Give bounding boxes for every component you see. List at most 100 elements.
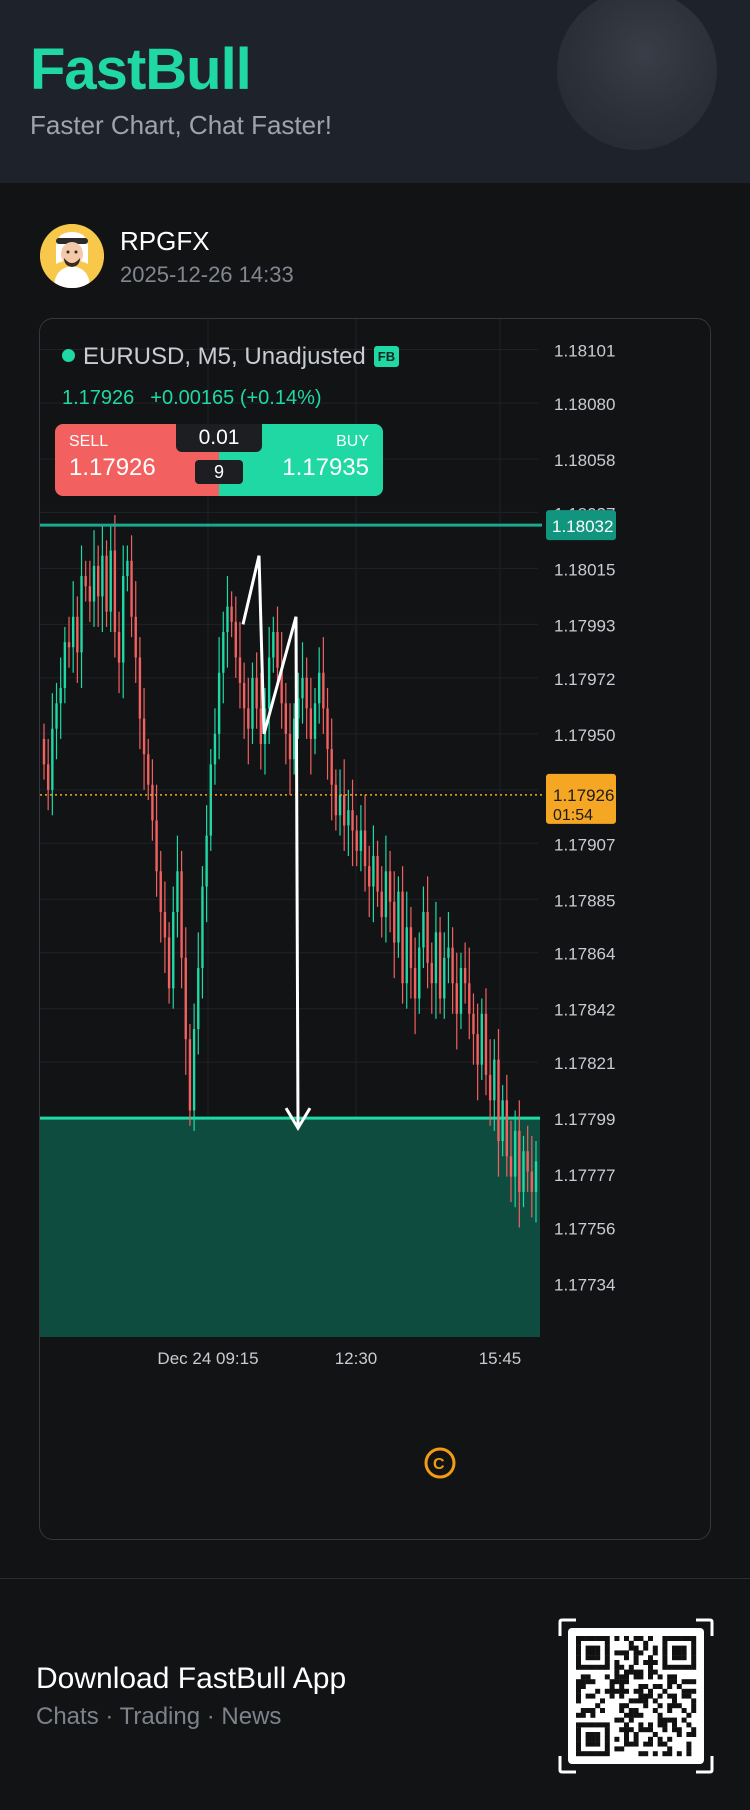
y-tick-label-10: 1.17885 (554, 891, 615, 910)
candle-body (42, 738, 46, 765)
qr-module (595, 1664, 601, 1670)
candle (55, 682, 58, 760)
candle (317, 647, 321, 724)
candle-body (184, 957, 187, 1040)
qr-module (691, 1698, 697, 1704)
avatar[interactable] (40, 224, 104, 288)
qr-module (652, 1698, 658, 1704)
qr-module (604, 1688, 610, 1694)
qr-module (643, 1727, 649, 1733)
candle (238, 621, 242, 709)
username[interactable]: RPGFX (120, 226, 210, 256)
qr-module (667, 1736, 673, 1742)
candle (330, 718, 333, 821)
qr-code[interactable] (558, 1618, 714, 1774)
qr-module (638, 1674, 644, 1680)
fb-badge: FB (373, 346, 400, 367)
candle-body (247, 708, 250, 729)
candle (71, 581, 75, 673)
download-title[interactable]: Download FastBull App (36, 1662, 347, 1695)
candle (188, 1023, 192, 1126)
candle (222, 611, 225, 704)
candle (359, 805, 363, 872)
candle-body (513, 1130, 517, 1177)
qr-module (595, 1732, 601, 1737)
qr-module (580, 1674, 586, 1680)
qr-module (638, 1751, 644, 1757)
qr-module (585, 1645, 591, 1651)
candle-body (172, 911, 175, 989)
y-tick-label-12: 1.17842 (554, 1001, 615, 1020)
candle-body (455, 983, 458, 1014)
qr-module (662, 1650, 668, 1656)
qr-module (628, 1712, 634, 1718)
qr-module (595, 1751, 601, 1757)
qr-module (600, 1708, 605, 1713)
candle-body (522, 1151, 525, 1192)
candle-body (113, 550, 117, 633)
qr-module (585, 1722, 591, 1728)
qr-module (628, 1669, 634, 1675)
candle (51, 693, 54, 816)
candle-body (84, 576, 87, 587)
qr-module (614, 1717, 620, 1723)
y-tick-label-1: 1.18080 (554, 395, 615, 414)
candle-body (276, 632, 279, 668)
candle-body (46, 764, 50, 790)
lot-size-input[interactable]: 0.01 (176, 424, 262, 452)
candle (430, 942, 433, 1014)
y-tick-label-16: 1.17756 (554, 1220, 615, 1239)
qr-module (619, 1708, 625, 1713)
qr-module (691, 1660, 697, 1665)
qr-module (590, 1693, 596, 1699)
chart-card[interactable]: 1.181011.180801.180581.180371.180151.179… (39, 318, 711, 1540)
candle-body (267, 657, 271, 709)
candle-body (447, 947, 450, 958)
qr-module (604, 1655, 610, 1661)
qr-module (676, 1684, 682, 1689)
candle-body (255, 677, 258, 709)
candle-body (401, 891, 404, 984)
drawn-arrow-annotation (241, 555, 300, 1127)
qr-module (676, 1655, 682, 1661)
candle (334, 769, 338, 831)
qr-module (657, 1703, 663, 1709)
qr-module (580, 1679, 586, 1685)
qr-module (686, 1664, 692, 1670)
candle (147, 738, 150, 801)
support-zone (40, 1118, 540, 1337)
qr-module (638, 1650, 644, 1656)
qr-module (590, 1664, 596, 1670)
qr-module (672, 1679, 677, 1685)
qr-module (609, 1684, 615, 1689)
qr-module (619, 1684, 625, 1689)
candle-body (230, 606, 233, 622)
candle (167, 922, 171, 1004)
candle (418, 932, 421, 1014)
qr-module (585, 1751, 591, 1757)
copyright-icon (424, 1447, 456, 1479)
qr-module (686, 1688, 692, 1694)
qr-module (624, 1636, 629, 1641)
candle (393, 871, 396, 979)
qr-module (633, 1674, 639, 1680)
candlestick-chart[interactable]: 1.181011.180801.180581.180371.180151.179… (40, 319, 711, 1540)
qr-module (628, 1664, 634, 1670)
candle-body (251, 677, 254, 729)
candle (447, 911, 450, 984)
candle-body (63, 642, 67, 689)
qr-module (681, 1688, 687, 1694)
qr-module (633, 1732, 639, 1737)
candle (351, 779, 354, 867)
qr-module (672, 1698, 677, 1704)
candle (226, 576, 229, 668)
qr-module (672, 1655, 677, 1661)
qr-module (638, 1684, 644, 1689)
decor-moon (557, 0, 717, 150)
candle (251, 662, 254, 745)
qr-module (628, 1698, 634, 1704)
qr-module (614, 1679, 620, 1685)
sell-button[interactable]: SELL 1.17926 (55, 424, 219, 496)
qr-module (643, 1640, 649, 1646)
qr-module (624, 1741, 629, 1747)
